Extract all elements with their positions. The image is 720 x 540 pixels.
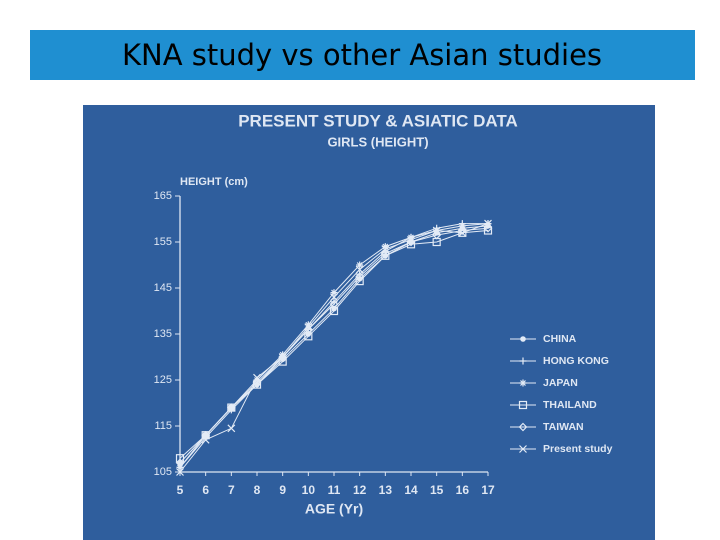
marker (278, 352, 288, 362)
marker (381, 251, 390, 260)
x-tick-label: 8 (254, 483, 261, 497)
marker (175, 454, 185, 463)
marker (406, 240, 416, 249)
marker (329, 299, 339, 309)
slide-title: KNA study vs other Asian studies (122, 38, 602, 72)
x-tick-label: 11 (328, 483, 341, 497)
marker (458, 222, 466, 230)
marker (330, 293, 338, 302)
legend-label: Present study (543, 443, 613, 455)
marker (303, 325, 313, 334)
marker (483, 223, 493, 233)
y-tick-label: 155 (154, 236, 172, 248)
legend-marker (519, 445, 527, 453)
x-tick-label: 7 (228, 483, 235, 497)
marker (483, 226, 493, 235)
marker (304, 323, 313, 332)
x-tick-label: 13 (379, 483, 393, 497)
marker (278, 353, 287, 361)
marker (201, 435, 210, 444)
marker (279, 351, 287, 359)
marker (253, 376, 261, 384)
y-tick-label: 105 (154, 466, 172, 478)
marker (176, 468, 184, 476)
marker (458, 228, 467, 237)
legend-marker (520, 336, 526, 342)
marker (330, 289, 338, 297)
marker (432, 230, 442, 240)
marker (278, 357, 287, 366)
marker (457, 226, 467, 235)
x-tick-label: 16 (456, 483, 470, 497)
legend-marker (519, 357, 527, 365)
marker (432, 226, 441, 235)
chart-subtitle: GIRLS (HEIGHT) (327, 134, 428, 149)
marker (355, 272, 365, 281)
marker (226, 403, 236, 412)
y-tick-label: 145 (154, 282, 172, 294)
x-tick-label: 9 (279, 483, 286, 497)
legend-label: HONG KONG (543, 355, 609, 367)
x-tick-label: 6 (202, 483, 209, 497)
legend-label: THAILAND (543, 399, 597, 411)
x-tick-label: 17 (481, 483, 495, 497)
marker (201, 430, 211, 440)
marker (304, 321, 312, 329)
y-axis-label: HEIGHT (cm) (180, 176, 248, 188)
marker (381, 244, 390, 253)
x-tick-label: 15 (430, 483, 444, 497)
series-line (179, 227, 489, 464)
marker (227, 424, 236, 433)
marker (252, 377, 262, 387)
x-tick-label: 14 (404, 483, 418, 497)
y-tick-label: 115 (154, 420, 172, 432)
chart-title: PRESENT STUDY & ASIATIC DATA (238, 111, 518, 130)
x-tick-label: 12 (353, 483, 367, 497)
title-bar (30, 30, 695, 80)
marker (253, 373, 261, 382)
y-tick-label: 135 (154, 328, 172, 340)
legend-marker (518, 422, 528, 432)
legend-label: JAPAN (543, 377, 578, 389)
marker (356, 261, 364, 269)
marker (484, 219, 492, 228)
marker (355, 277, 364, 286)
legend-marker (518, 400, 528, 410)
marker (381, 243, 389, 251)
y-tick-label: 125 (154, 374, 172, 386)
x-tick-label: 5 (177, 483, 184, 497)
marker (407, 235, 415, 244)
legend-label: TAIWAN (543, 421, 584, 433)
legend-label: CHINA (543, 333, 577, 345)
marker (175, 458, 185, 468)
x-axis-label: AGE (Yr) (305, 501, 363, 517)
marker (407, 233, 415, 241)
marker (355, 265, 364, 274)
x-tick-label: 10 (302, 483, 316, 497)
legend-marker (519, 379, 527, 387)
marker (380, 249, 390, 258)
marker (176, 463, 184, 471)
y-tick-label: 165 (154, 190, 172, 202)
